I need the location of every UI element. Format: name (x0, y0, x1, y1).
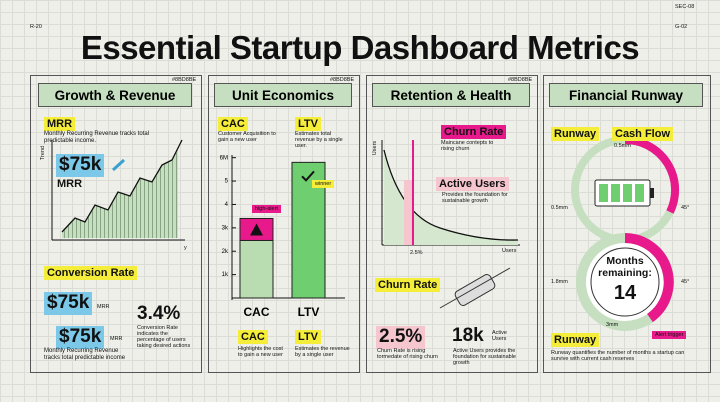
label: Active Users (436, 177, 509, 192)
tag: #8BD8BE (330, 77, 355, 83)
axis-label: y (184, 245, 187, 251)
highlight-band (404, 180, 413, 245)
x-tick-label: CAC (244, 305, 270, 319)
dimension: 0.5mm (551, 205, 568, 211)
title: Essential Startup Dashboard Metrics (80, 29, 640, 66)
retention-area (384, 150, 518, 245)
panel (366, 75, 538, 373)
dimension: 0.5mm (614, 143, 631, 149)
y-tick-label: 5 (225, 179, 229, 185)
desc: Estimates the revenue by a single user (295, 346, 350, 359)
y-tick-label: 3k (222, 225, 229, 231)
value: 2.5% (376, 326, 426, 349)
value: $75k (56, 154, 105, 177)
code: R-20 (30, 24, 42, 30)
alert-icon (250, 223, 263, 236)
panel-title: Retention & Health (372, 83, 530, 107)
unit: MRR (57, 178, 83, 190)
panel-title: Financial Runway (549, 83, 703, 107)
value: $75k (44, 292, 93, 315)
axis-label: Trend (40, 145, 47, 161)
panel-title: Unit Economics (214, 83, 352, 107)
label: Conversion Rate (44, 266, 138, 281)
dimension: 1.8mm (551, 279, 568, 285)
desc: Runway quantifies the number of months a… (551, 350, 685, 363)
retention-curve (383, 149, 519, 241)
axis-label: Users (372, 140, 379, 156)
axis-label: Users (502, 248, 517, 254)
battery-cells (599, 184, 644, 202)
x-tick-label: LTV (298, 305, 320, 319)
gauge-arc (624, 135, 680, 214)
alert-label: high-alert (252, 205, 281, 214)
y-tick-label: 4 (225, 202, 229, 208)
desc: Highlights the cost to gain a new user (238, 346, 283, 359)
y-tick-label: 1k (222, 272, 229, 278)
battery-tip (650, 188, 654, 198)
alert-label: Alert trigger (652, 331, 687, 340)
desc: Estimates total revenue by a single user… (295, 131, 343, 150)
value: 3.4% (137, 303, 181, 324)
label: LTV (295, 117, 321, 132)
unit: MRR (110, 336, 123, 342)
desc: Monthly Recurring Revenue tracks total p… (44, 348, 126, 361)
panel (30, 75, 202, 373)
growth-line (61, 139, 183, 233)
dimension: 3mm (606, 322, 619, 328)
desc: Monthly Recurring Revenue tracks total p… (44, 131, 150, 144)
desc: Churn Rate is rising tormedate of rising… (377, 348, 438, 361)
label: Runway (551, 333, 600, 348)
runway-inner (590, 247, 660, 317)
point-label: 2.5% (410, 250, 423, 256)
check (301, 170, 315, 182)
panel-title: Growth & Revenue (38, 83, 192, 107)
label: CAC (238, 330, 268, 345)
cable-icon (439, 267, 511, 309)
desc: Conversion Rate indicates the percentage… (137, 325, 191, 350)
label: Churn Rate (375, 278, 441, 293)
desc: Active Users provides the foundation for… (453, 348, 516, 367)
arrow (111, 158, 126, 172)
desc: Provides the foundation for sustainable … (442, 192, 508, 205)
label: Cash Flow (612, 127, 674, 142)
desc: Customer Acquisition to gain a new user (218, 131, 276, 144)
label: MRR (44, 117, 76, 132)
unit: Active Users (492, 330, 507, 343)
desc: Maincane contepts to rising churn (441, 140, 494, 153)
code: SEC-08 (675, 4, 695, 10)
label: Runway (551, 127, 600, 142)
label: LTV (295, 330, 321, 345)
label: CAC (218, 117, 248, 132)
panel (543, 75, 711, 373)
angle: 45° (681, 279, 690, 285)
months-label: Months remaining: (598, 255, 652, 279)
y-tick-label: 6M (220, 155, 228, 161)
code: G-02 (675, 24, 688, 30)
unit: MRR (97, 304, 110, 310)
y-tick-label: 2k (222, 249, 229, 255)
panel (208, 75, 360, 373)
angle: 45° (681, 205, 690, 211)
runway-arc (624, 233, 674, 323)
tag: #8BD8BE (172, 77, 197, 83)
value: 18k (452, 325, 484, 346)
label: Churn Rate (441, 125, 507, 140)
badge: winner (312, 180, 335, 189)
tag: #8BD8BE (508, 77, 533, 83)
months-value: 14 (613, 282, 637, 304)
value: $75k (56, 326, 105, 349)
